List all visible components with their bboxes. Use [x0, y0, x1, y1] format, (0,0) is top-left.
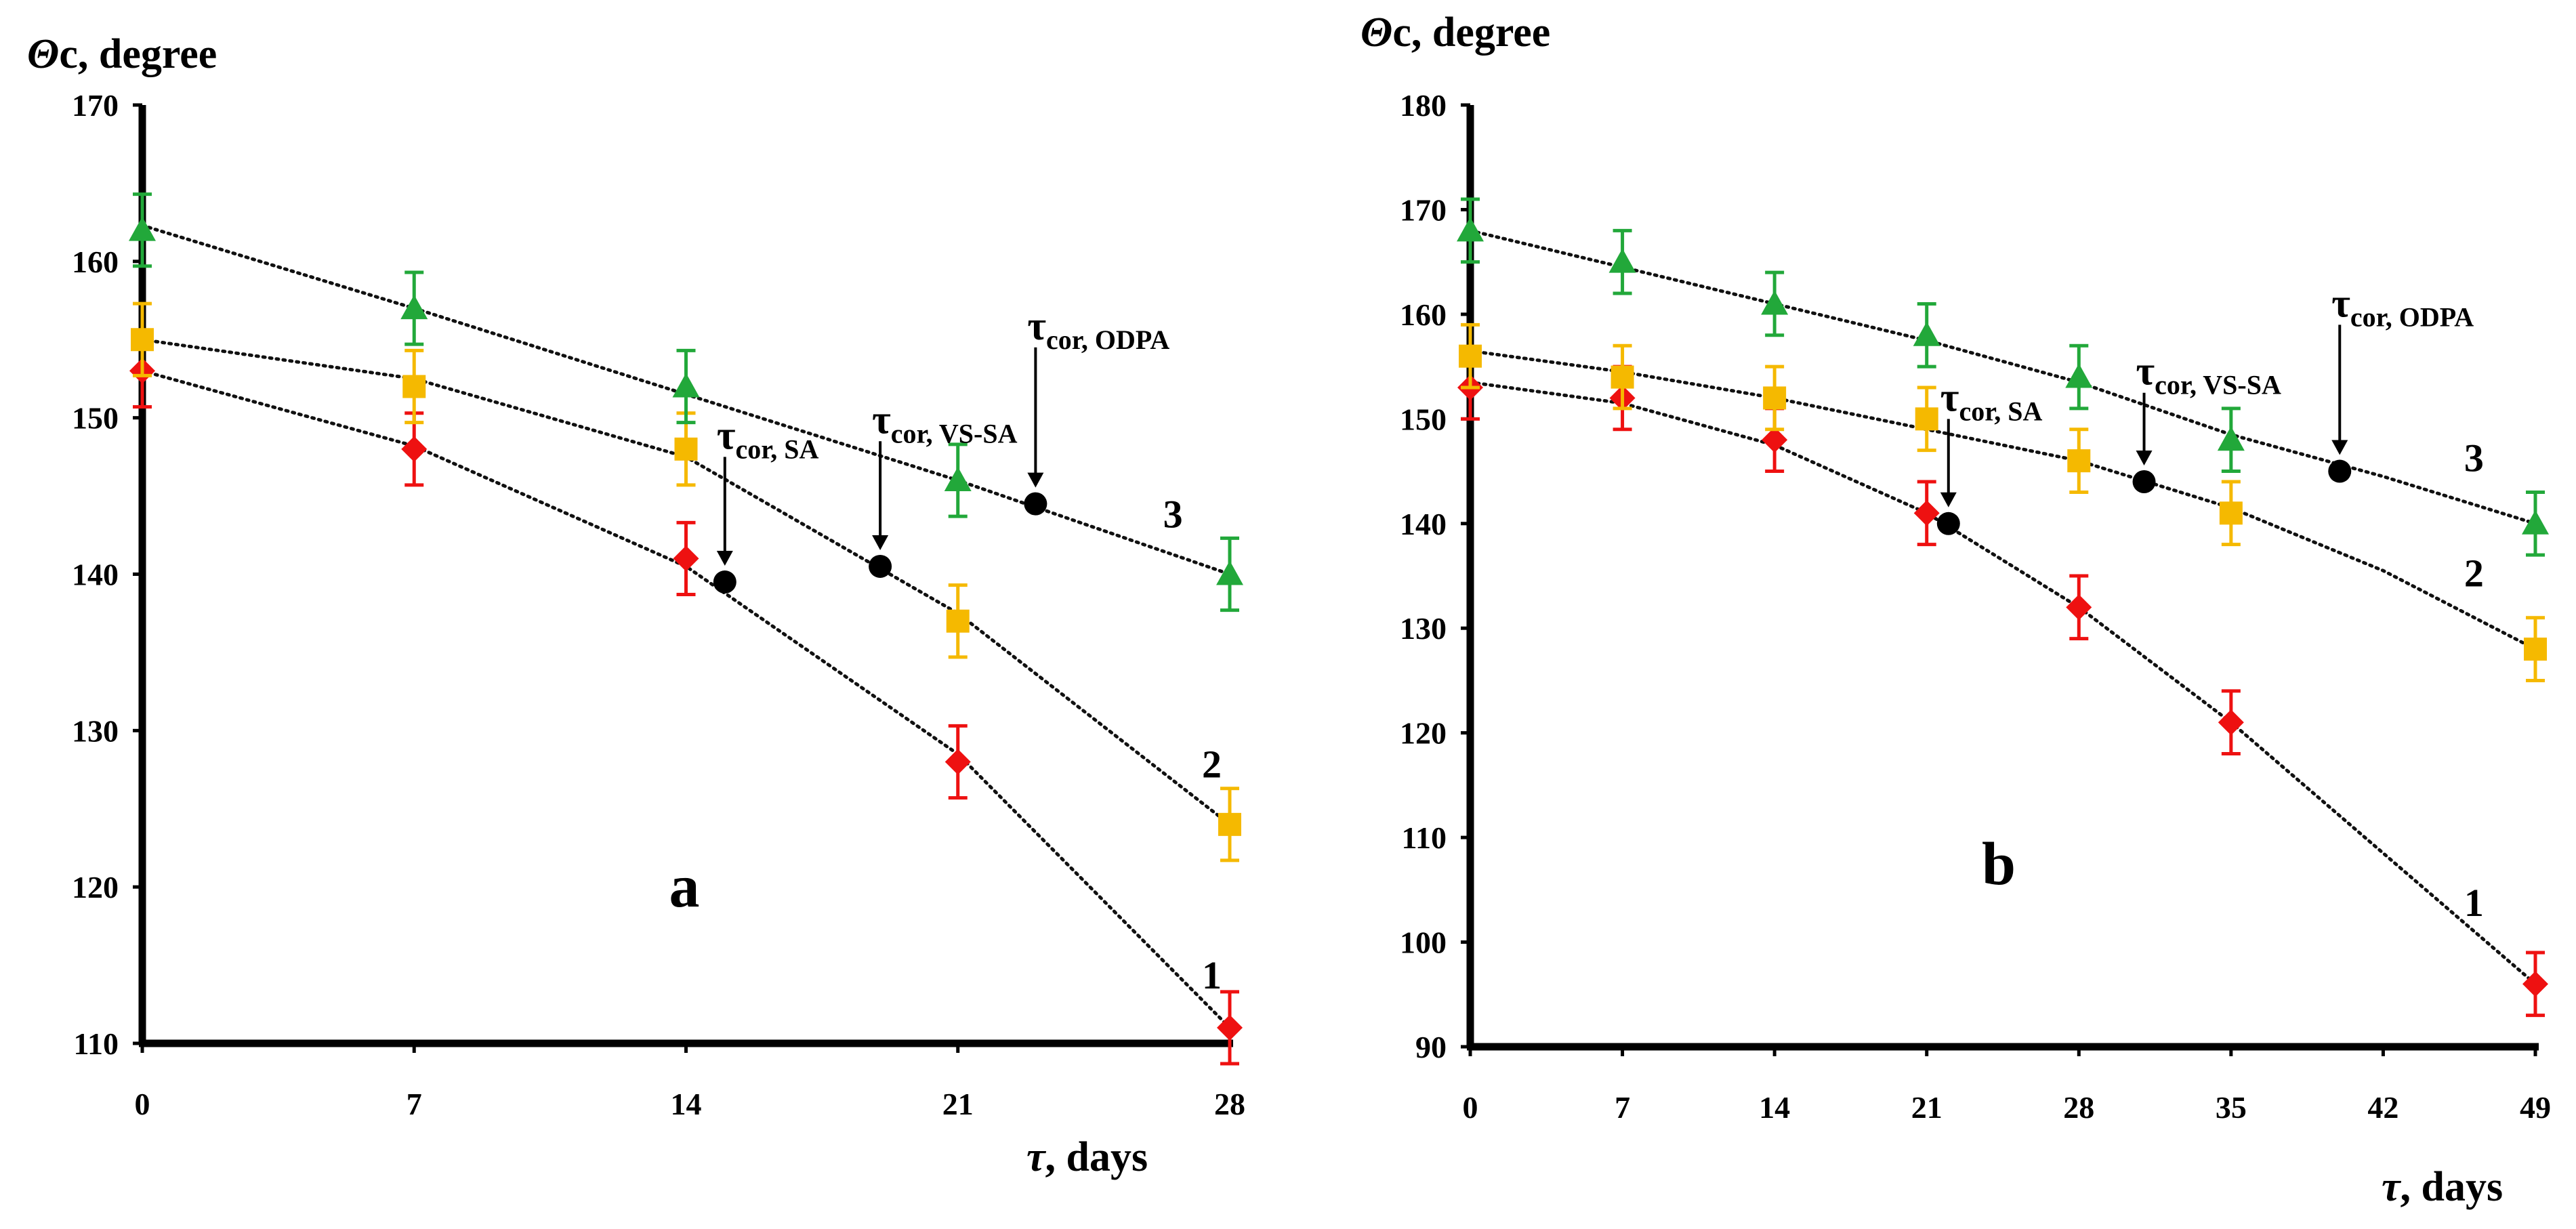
panel-b-x-tick-label: 42: [2367, 1090, 2398, 1125]
panel-a-series-2-point: [131, 328, 154, 352]
panel-b-x-tick-label: 7: [1615, 1090, 1630, 1125]
panel-a-x-tick-label: 0: [135, 1087, 150, 1121]
panel-b-x-tick-label: 49: [2520, 1090, 2551, 1125]
panel-a-series-2-point: [402, 375, 426, 398]
panel-a-series-3-point: [129, 216, 156, 241]
panel-a-series-3-point: [944, 467, 972, 491]
panel-b-series-3-point: [1457, 217, 1484, 242]
panel-b-cor-arrow-sa: [1940, 419, 1957, 507]
panel-a-cor-label-vs-sa: τcor, VS-SA: [872, 397, 1017, 449]
panel-a-cor-point-sa: [713, 570, 736, 594]
panel-b-y-tick-label: 160: [1400, 297, 1447, 332]
panel-a-y-tick-label: 110: [74, 1026, 119, 1061]
panel-a-y-tick-label: 130: [72, 713, 119, 748]
panel-b-y-axis-label: Θc, degree: [1360, 9, 1550, 56]
panel-b-y-tick-label: 150: [1400, 402, 1447, 436]
panel-b-series-2-point: [1915, 407, 1938, 431]
panel-a-chart: Θc, degree τ, days a 1101201301401501601…: [27, 31, 1245, 1180]
panel-a-series-2-point: [674, 437, 698, 461]
panel-b-series-3-point: [2522, 509, 2549, 535]
panel-a-series-1-point: [1217, 1014, 1243, 1041]
panel-a-cor-point-odpa: [1024, 492, 1047, 516]
panel-a-series-label-1: 1: [1202, 953, 1222, 997]
panel-a-y-tick-label: 140: [72, 558, 119, 592]
panel-b-series-3-point: [1608, 248, 1636, 273]
panel-b-y-tick-label: 130: [1400, 611, 1447, 646]
panel-a-cor-arrow-odpa: [1027, 347, 1044, 488]
panel-b-cor-arrow-odpa: [2331, 325, 2348, 455]
panel-b-series-1-point: [1762, 427, 1788, 453]
panel-a-series-3-point: [400, 295, 428, 320]
panel-b-series-1-point: [2522, 971, 2548, 997]
panel-a-series-1-point: [944, 749, 971, 775]
panel-b-series-3-point: [1761, 290, 1789, 315]
panel-a-y-tick-label: 170: [72, 88, 119, 123]
panel-b-y-tick-label: 100: [1400, 925, 1447, 960]
panel-b-y-tick-label: 110: [1402, 820, 1447, 855]
panel-b-series-2-point: [1611, 365, 1634, 389]
panel-a-y-tick-label: 160: [72, 245, 119, 279]
panel-b-series-2-point: [1763, 386, 1787, 410]
panel-b-series-3-point: [1913, 321, 1940, 346]
panel-a-cor-arrow-vs-sa: [872, 441, 889, 550]
panel-b-series-2-point: [2067, 449, 2091, 473]
panel-b-trendline-1: [1468, 380, 2537, 986]
panel-b-series-1-point: [1913, 500, 1940, 526]
panel-a-series-2-point: [946, 609, 970, 633]
panel-b-series-1-point: [2066, 594, 2092, 621]
panel-a-series-1-point: [673, 545, 699, 572]
panel-b-y-tick-label: 140: [1400, 507, 1447, 541]
panel-a-x-tick-label: 28: [1214, 1087, 1245, 1121]
panel-b-x-axis-label: τ, days: [2382, 1164, 2503, 1210]
panel-b-series-2-point: [2524, 638, 2547, 661]
panel-b-cor-label-odpa: τcor, ODPA: [2331, 280, 2474, 332]
panel-b-y-tick-label: 170: [1400, 192, 1447, 227]
panel-a-series-3-point: [1216, 560, 1243, 585]
panel-a-label: a: [669, 853, 700, 920]
panel-b-series-label-3: 3: [2464, 436, 2484, 480]
panel-b-series-3-point: [2217, 426, 2245, 451]
panel-b-series-2-point: [1459, 344, 1482, 368]
panel-a-cor-label-odpa: τcor, ODPA: [1027, 304, 1169, 355]
panel-b-cor-point-vs-sa: [2132, 470, 2156, 493]
panel-b-y-tick-label: 120: [1400, 716, 1447, 751]
panel-b-y-tick-label: 90: [1415, 1030, 1447, 1064]
panel-b-series-1-point: [2218, 709, 2244, 736]
panel-b-cor-point-sa: [1936, 512, 1960, 535]
panel-b-x-tick-label: 21: [1911, 1090, 1943, 1125]
panel-a-y-tick-label: 120: [72, 870, 119, 904]
panel-b-series-label-2: 2: [2464, 551, 2484, 595]
panel-b-x-tick-label: 35: [2216, 1090, 2247, 1125]
panel-b-chart: Θc, degree τ, days b 9010011012013014015…: [1360, 9, 2551, 1210]
panel-b-x-tick-label: 0: [1463, 1090, 1478, 1125]
panel-a-series-1-point: [401, 436, 428, 462]
panel-b-series-label-1: 1: [2464, 881, 2484, 925]
panel-b-series-3-point: [2065, 363, 2093, 388]
panel-a-x-tick-label: 14: [671, 1087, 702, 1121]
panel-a-cor-arrow-sa: [716, 457, 733, 566]
panel-b-series-2-point: [2219, 501, 2243, 525]
panel-b-x-tick-label: 14: [1759, 1090, 1790, 1125]
panel-b-trendline-2: [1468, 349, 2537, 651]
panel-a-y-axis-label: Θc, degree: [27, 31, 217, 77]
panel-b-cor-point-odpa: [2328, 459, 2352, 483]
panel-b-label: b: [1982, 831, 2016, 898]
panel-b-cor-arrow-vs-sa: [2136, 392, 2153, 465]
panel-a-x-axis-label: τ, days: [1026, 1134, 1148, 1180]
panel-b-cor-label-vs-sa: τcor, VS-SA: [2136, 349, 2281, 400]
panel-a-series-2-point: [1218, 812, 1241, 836]
panel-a-series-label-2: 2: [1202, 743, 1222, 787]
panel-a-cor-label-sa: τcor, SA: [717, 413, 819, 464]
panel-a-series-3-point: [672, 373, 700, 398]
panel-a-x-tick-label: 7: [407, 1087, 422, 1121]
panel-a-series-label-3: 3: [1163, 492, 1183, 536]
panel-b-trendline-3: [1468, 228, 2537, 526]
panel-b-y-tick-label: 180: [1400, 88, 1447, 123]
panel-b-x-tick-label: 28: [2063, 1090, 2094, 1125]
panel-b-cor-label-sa: τcor, SA: [1940, 375, 2043, 426]
panel-a-y-tick-label: 150: [72, 401, 119, 436]
panel-a-x-tick-label: 21: [942, 1087, 974, 1121]
panel-a-cor-point-vs-sa: [869, 554, 892, 578]
